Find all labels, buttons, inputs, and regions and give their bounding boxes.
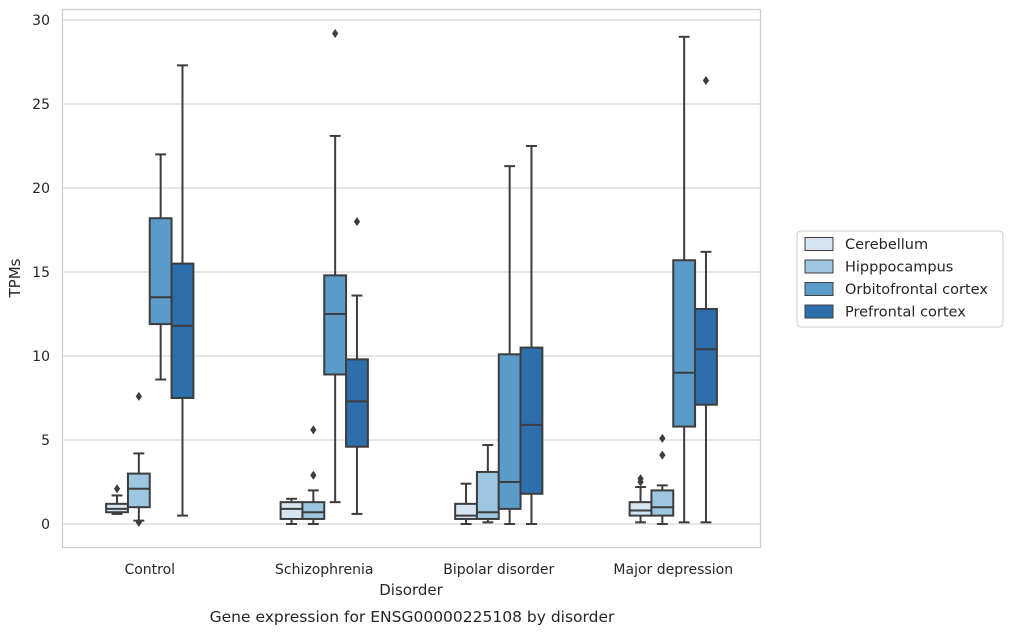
box-1-2 [475, 444, 500, 524]
outlier-point [353, 217, 361, 227]
x-axis-label: Disorder [379, 581, 443, 599]
legend-label: Orbitofrontal cortex [845, 282, 988, 298]
plot-frame [61, 8, 762, 549]
box-iqr [519, 346, 544, 495]
legend: Cerebellum Hipppocampus Orbitofrontal cort… [796, 230, 1004, 328]
box-iqr [454, 502, 478, 520]
box-0-0 [105, 484, 129, 515]
box-3-0 [170, 64, 195, 517]
box-iqr [345, 358, 369, 448]
x-tick-label: Schizophrenia [275, 562, 373, 578]
box-iqr [301, 501, 326, 520]
box-iqr [650, 489, 675, 517]
outlier-point [135, 391, 142, 401]
outlier-point [659, 433, 666, 443]
box-0-1 [279, 497, 304, 525]
box-3-3 [694, 75, 718, 524]
box-iqr [279, 501, 304, 520]
x-tick-label: Major depression [613, 562, 733, 578]
legend-frame [796, 230, 1004, 328]
box-1-0 [126, 391, 151, 527]
y-tick-label: 20 [32, 181, 50, 197]
box-iqr [170, 262, 195, 399]
box-0-2 [454, 482, 478, 525]
y-tick-label: 5 [41, 433, 50, 449]
legend-swatch [804, 304, 834, 319]
box-1-1 [301, 425, 326, 525]
legend-label: Prefrontal cortex [845, 305, 966, 321]
outlier-point [135, 517, 142, 527]
outlier-point [113, 484, 121, 494]
box-3-1 [345, 217, 369, 515]
y-tick-labels: 0 5 10 15 20 25 30 [32, 13, 50, 533]
y-tick-label: 0 [41, 517, 50, 533]
legend-swatch [804, 282, 834, 296]
box-iqr [628, 501, 653, 517]
x-tick-labels: Control Schizophrenia Bipolar disorder Majo… [124, 562, 733, 578]
legend-label: Cerebellum [845, 237, 928, 253]
box-2-3 [672, 35, 697, 524]
box-iqr [694, 307, 718, 406]
y-tick-label: 10 [32, 349, 50, 365]
box-2-2 [497, 165, 522, 525]
box-iqr [323, 274, 348, 376]
outlier-point [310, 425, 317, 435]
outlier-point [659, 450, 666, 460]
y-axis-label: TPMs [6, 258, 24, 298]
y-tick-label: 15 [32, 265, 50, 281]
box-iqr [672, 259, 697, 428]
chart-caption: Gene expression for ENSG00000225108 by d… [210, 608, 615, 626]
box-iqr [148, 217, 173, 326]
legend-swatch [804, 259, 834, 274]
x-tick-label: Control [124, 562, 175, 578]
outlier-point [637, 474, 644, 484]
box-plot-series [105, 28, 718, 527]
box-3-2 [519, 145, 544, 525]
legend-swatch [804, 237, 834, 251]
box-iqr [126, 472, 151, 509]
box-1-3 [650, 433, 675, 525]
box-0-3 [628, 474, 653, 524]
outlier-point [332, 28, 339, 38]
legend-label: Hipppocampus [845, 260, 953, 276]
x-tick-label: Bipolar disorder [443, 562, 554, 578]
outlier-point [702, 75, 710, 85]
y-tick-label: 30 [32, 13, 50, 29]
y-tick-label: 25 [32, 97, 50, 113]
box-iqr [497, 353, 522, 510]
outlier-point [310, 470, 317, 480]
box-2-1 [323, 28, 348, 504]
